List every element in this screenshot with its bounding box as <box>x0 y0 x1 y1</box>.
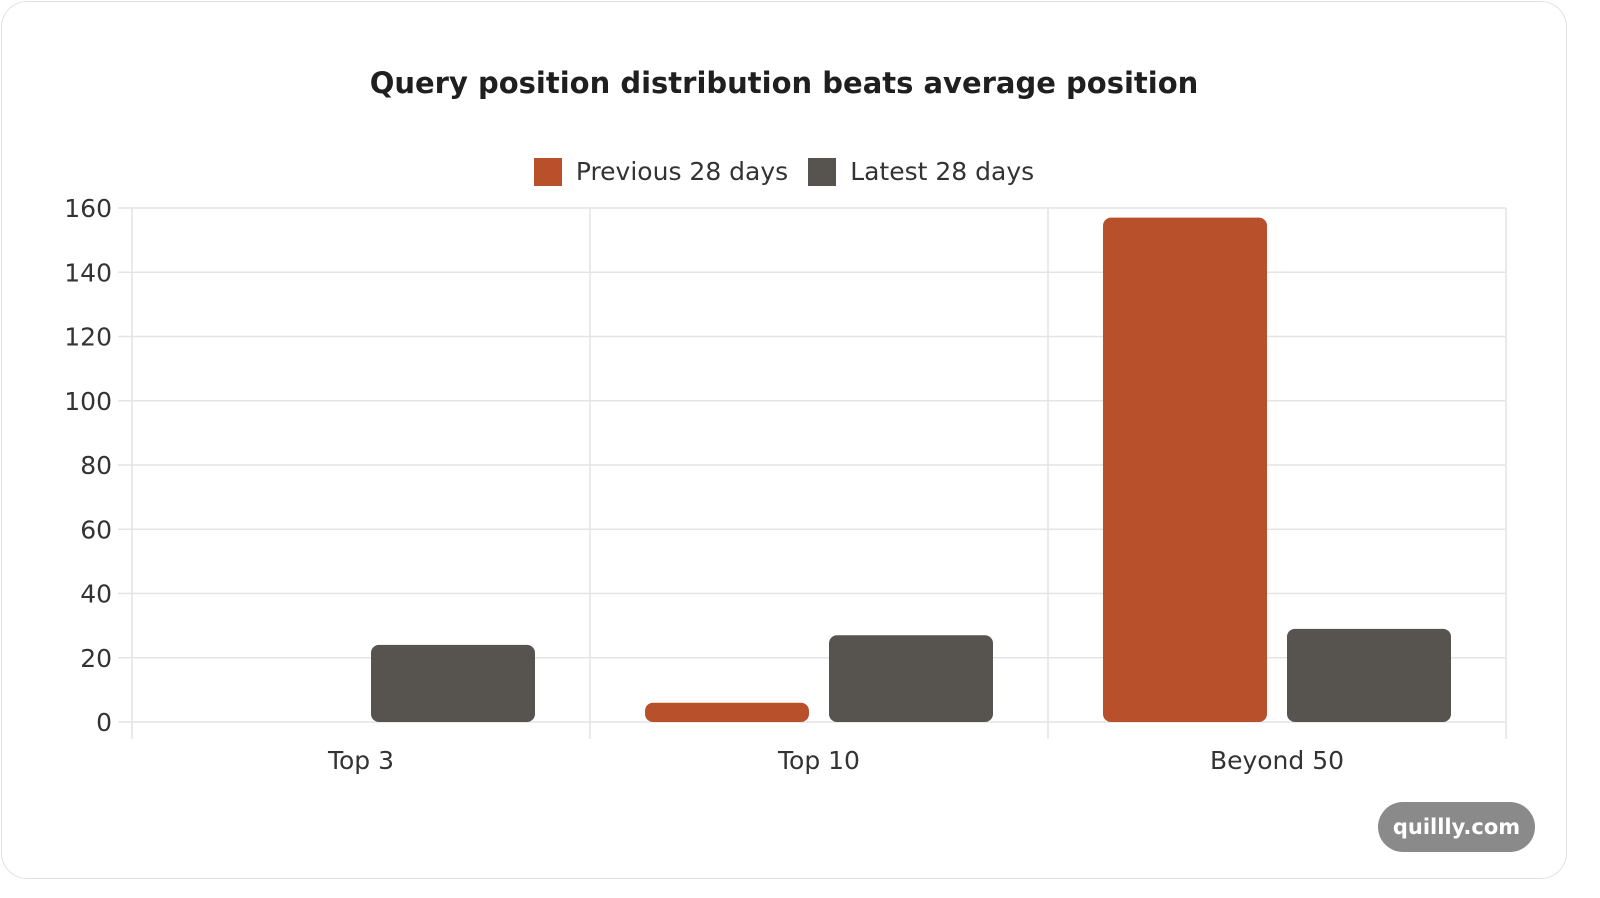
legend-label-previous: Previous 28 days <box>575 157 789 186</box>
bar-latest-top-3 <box>371 644 535 722</box>
x-tick-label-top-3: Top 3 <box>327 746 394 775</box>
legend-item-latest[interactable]: Latest 28 days <box>808 157 1034 186</box>
legend-label-latest: Latest 28 days <box>850 157 1035 186</box>
y-tick-label-160: 160 <box>64 194 112 223</box>
y-tick-label-80: 80 <box>80 451 112 480</box>
x-tick-label-top-10: Top 10 <box>777 746 860 775</box>
bar-latest-beyond-50 <box>1287 628 1451 722</box>
y-tick-label-140: 140 <box>64 258 112 287</box>
y-tick-label-20: 20 <box>80 644 112 673</box>
x-tick-label-beyond-50: Beyond 50 <box>1210 746 1344 775</box>
y-tick-label-100: 100 <box>64 387 112 416</box>
y-tick-label-40: 40 <box>80 580 112 609</box>
chart-card <box>1 1 1567 879</box>
bar-previous-beyond-50 <box>1103 217 1267 722</box>
y-tick-label-120: 120 <box>64 323 112 352</box>
chart-title: Query position distribution beats averag… <box>369 66 1199 100</box>
legend-swatch-previous <box>533 157 562 186</box>
watermark-badge[interactable]: quillly.com <box>1378 802 1535 852</box>
legend: Previous 28 days Latest 28 days <box>0 157 1568 186</box>
bar-previous-top-10 <box>645 702 809 722</box>
bar-latest-top-10 <box>829 635 993 722</box>
legend-swatch-latest <box>808 157 837 186</box>
y-tick-label-0: 0 <box>96 708 112 737</box>
y-tick-label-60: 60 <box>80 515 112 544</box>
legend-item-previous[interactable]: Previous 28 days <box>533 157 789 186</box>
